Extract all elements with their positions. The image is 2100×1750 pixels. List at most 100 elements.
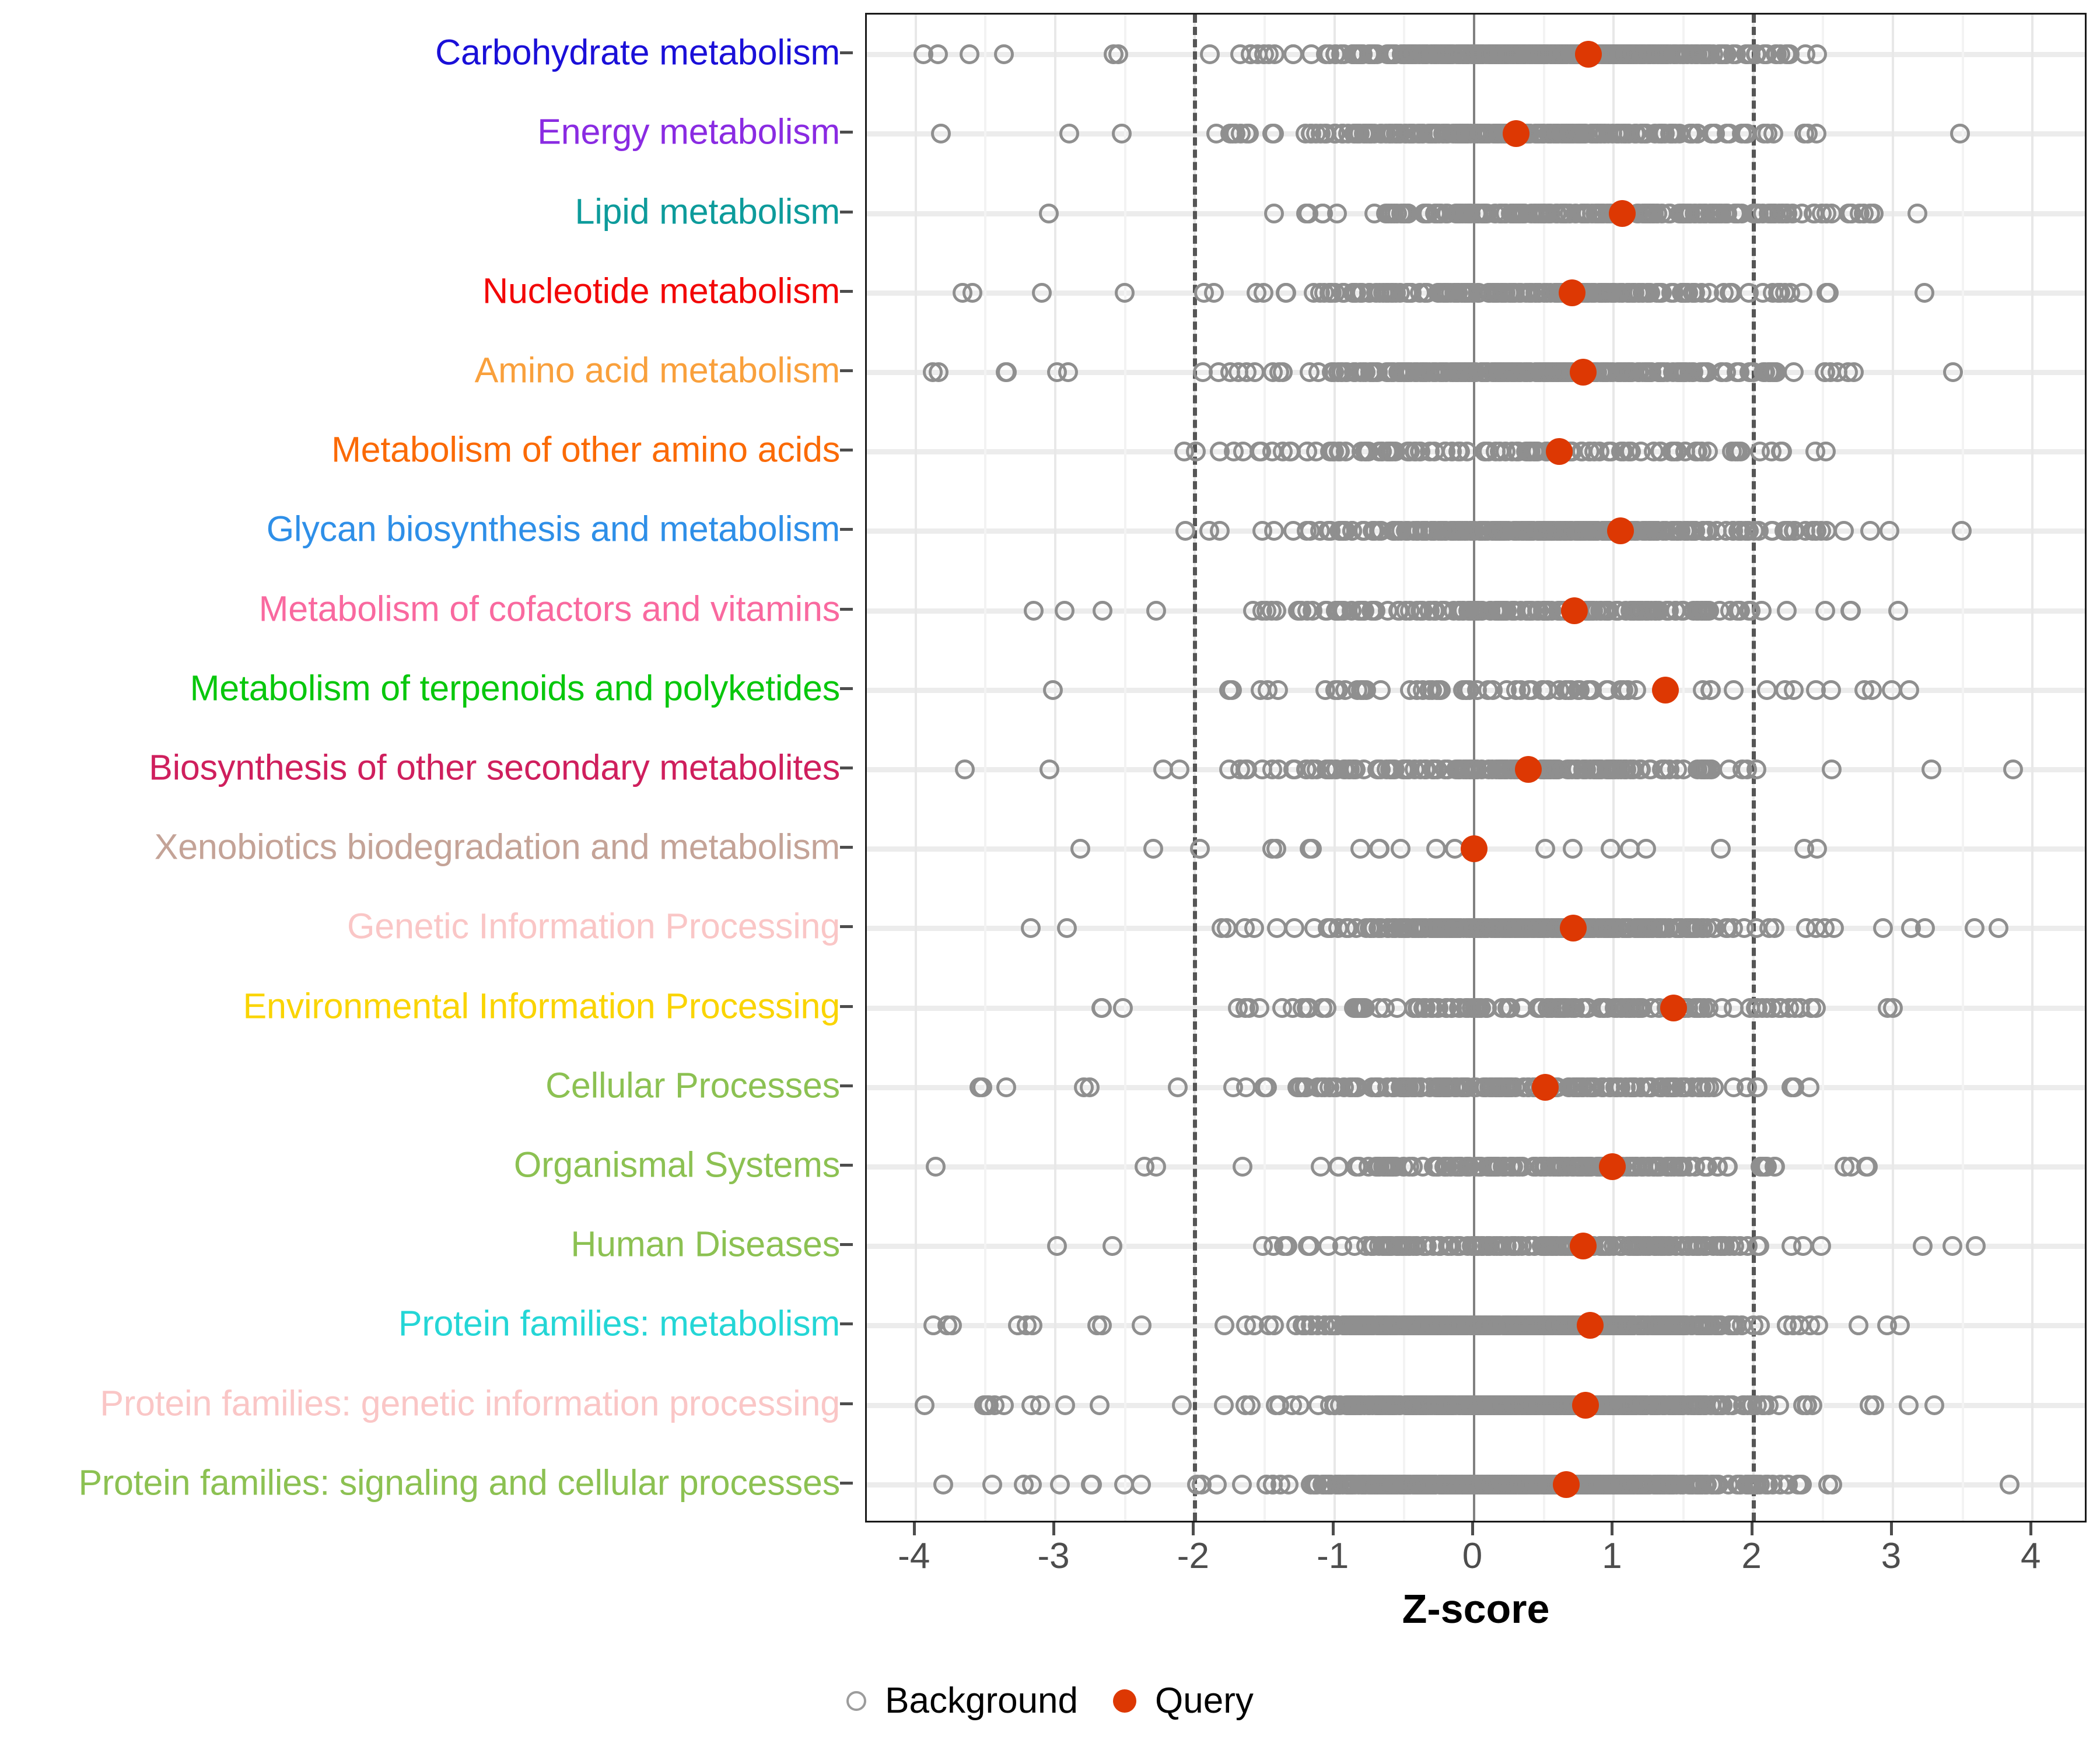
legend-item-query[interactable]: Query — [1113, 1680, 1254, 1721]
legend-item-background[interactable]: Background — [846, 1680, 1078, 1721]
background-point — [1232, 1474, 1252, 1494]
query-point[interactable] — [1552, 1471, 1580, 1498]
x-axis-tick — [1471, 1522, 1475, 1535]
background-point — [2003, 760, 2024, 779]
background-point — [1146, 1157, 1167, 1177]
background-point — [1293, 998, 1313, 1018]
background-point — [1353, 362, 1374, 382]
background-point — [1466, 998, 1487, 1018]
background-point — [1460, 918, 1480, 939]
y-axis-label-9: Metabolism of terpenoids and polyketides — [190, 668, 841, 708]
background-point — [1648, 44, 1669, 65]
query-point[interactable] — [1651, 676, 1679, 704]
background-point — [1621, 1077, 1642, 1097]
background-point — [1686, 442, 1706, 462]
background-point — [1521, 44, 1541, 65]
background-point — [1774, 282, 1795, 303]
query-point[interactable] — [1608, 200, 1636, 227]
x-axis-tick — [1331, 1522, 1335, 1535]
query-point[interactable] — [1559, 915, 1587, 942]
background-point — [1560, 680, 1581, 700]
background-point — [1528, 282, 1549, 303]
background-point — [1988, 918, 2008, 939]
x-axis-tick-label: 1 — [1602, 1536, 1622, 1576]
query-point[interactable] — [1576, 1312, 1604, 1339]
background-point — [1717, 1157, 1738, 1177]
background-point — [1815, 362, 1835, 382]
background-point — [1267, 918, 1287, 939]
background-point — [1793, 1395, 1814, 1415]
background-point — [1706, 1474, 1727, 1494]
open-circle-icon — [846, 1690, 867, 1711]
background-point — [1494, 282, 1515, 303]
background-point — [1528, 1395, 1549, 1415]
background-point — [1514, 1474, 1534, 1494]
query-point[interactable] — [1545, 438, 1573, 466]
y-axis-label-13: Environmental Information Processing — [243, 986, 840, 1026]
background-point — [1296, 521, 1317, 541]
background-point — [1535, 839, 1556, 859]
background-point — [1146, 600, 1166, 621]
background-point — [1679, 124, 1700, 144]
query-point[interactable] — [1515, 756, 1542, 783]
background-point — [1070, 839, 1091, 859]
background-point — [1726, 442, 1746, 462]
background-point — [915, 1395, 935, 1415]
background-point — [1446, 203, 1466, 223]
background-point — [1595, 282, 1615, 303]
background-point — [1410, 362, 1431, 382]
background-point — [1651, 1236, 1671, 1256]
background-point — [1458, 1077, 1478, 1097]
minor-gridline — [1124, 15, 1126, 1521]
background-point — [1104, 44, 1124, 65]
background-point — [1054, 600, 1074, 621]
background-point — [1860, 1395, 1880, 1415]
background-point — [1328, 1157, 1348, 1177]
query-point[interactable] — [1569, 1233, 1597, 1260]
background-point — [1356, 442, 1377, 462]
query-point[interactable] — [1532, 1073, 1559, 1101]
background-point — [1942, 1236, 1962, 1256]
background-point — [1380, 1395, 1401, 1415]
background-point — [1210, 521, 1230, 541]
background-point — [955, 760, 975, 779]
background-point — [1230, 44, 1250, 65]
y-axis-tick — [840, 1481, 853, 1485]
background-point — [963, 282, 983, 303]
query-point[interactable] — [1572, 1391, 1600, 1419]
background-point — [1482, 521, 1503, 541]
background-point — [1264, 203, 1284, 223]
background-point — [1409, 1077, 1430, 1097]
background-point — [928, 44, 949, 65]
background-point — [1655, 124, 1675, 144]
background-point — [1185, 442, 1206, 462]
background-point — [1769, 1395, 1789, 1415]
query-point[interactable] — [1575, 41, 1602, 68]
background-point — [1316, 998, 1336, 1018]
background-point — [1899, 680, 1920, 700]
query-point[interactable] — [1502, 120, 1530, 148]
query-point[interactable] — [1561, 597, 1588, 624]
query-point[interactable] — [1598, 1153, 1626, 1181]
plot-panel — [865, 13, 2087, 1522]
query-point[interactable] — [1607, 517, 1634, 545]
background-point — [1765, 918, 1785, 939]
background-point — [1370, 680, 1391, 700]
background-point — [1478, 1157, 1498, 1177]
background-point — [1882, 680, 1902, 700]
background-point — [1563, 839, 1583, 859]
background-point — [1794, 124, 1814, 144]
query-point[interactable] — [1660, 994, 1688, 1021]
background-point — [1814, 918, 1835, 939]
query-point[interactable] — [1461, 835, 1488, 863]
background-point — [1294, 1077, 1314, 1097]
query-point[interactable] — [1558, 279, 1586, 306]
background-point — [1478, 44, 1499, 65]
background-point — [1300, 362, 1320, 382]
background-point — [1664, 442, 1684, 462]
query-point[interactable] — [1569, 358, 1597, 386]
background-point — [1471, 600, 1492, 621]
gridline — [914, 15, 917, 1521]
background-point — [1700, 680, 1721, 700]
background-point — [1354, 521, 1375, 541]
